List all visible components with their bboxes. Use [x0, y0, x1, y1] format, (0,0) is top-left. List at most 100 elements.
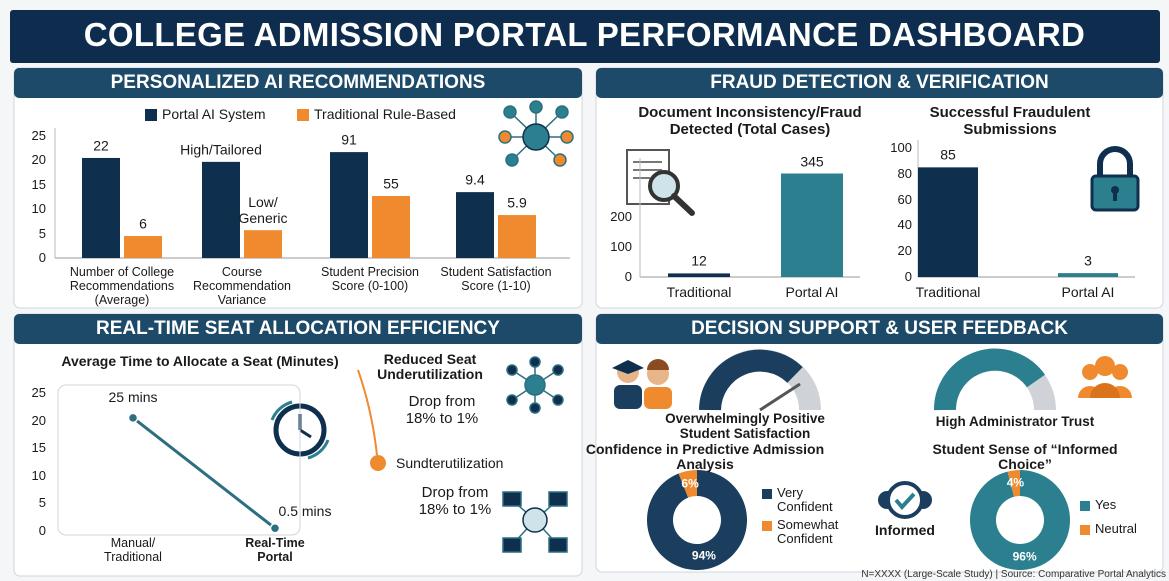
- y-tick-label: 0: [38, 249, 46, 265]
- y-tick-label: 80: [897, 165, 912, 181]
- legend-swatch: [1080, 501, 1090, 511]
- chart-title: Student Sense of “Informed Choice”: [932, 441, 1118, 473]
- bar: [202, 161, 240, 258]
- point-annotation: 0.5 mins: [278, 503, 332, 520]
- icon-label: Informed: [875, 522, 935, 538]
- bar: [456, 192, 494, 258]
- donut-slice: [678, 470, 697, 498]
- y-tick-label: 40: [897, 217, 912, 233]
- y-tick-label: 20: [31, 152, 46, 168]
- gauge-label: High Administrator Trust: [935, 414, 1095, 429]
- x-tick-label: Portal AI: [785, 284, 839, 300]
- value-label: 4%: [1006, 475, 1025, 490]
- x-tick-label: Student Precision Score (0-100): [321, 265, 419, 293]
- panel-title: FRAUD DETECTION & VERIFICATION: [710, 72, 1049, 93]
- network-icon: [502, 356, 568, 553]
- y-tick-label: 0: [904, 268, 912, 284]
- x-tick-label: Traditional: [915, 284, 981, 300]
- callout-note: Drop from 18% to 1%: [418, 484, 492, 518]
- y-tick-label: 20: [31, 412, 46, 428]
- donut-slice: [647, 469, 748, 570]
- y-tick-label: 20: [897, 243, 912, 259]
- bar: [82, 157, 120, 258]
- document-search-icon: [626, 149, 695, 216]
- callout-title: Reduced Seat Underutilization: [377, 351, 483, 383]
- ai-network-icon: [498, 100, 574, 167]
- admins-icon: [1078, 356, 1132, 398]
- point: [269, 522, 281, 534]
- bar: [244, 230, 282, 258]
- x-tick-label: Portal AI: [1061, 284, 1115, 300]
- y-tick-label: 15: [31, 176, 46, 192]
- y-tick-label: 5: [38, 225, 46, 241]
- x-tick-label: Course Recommendation Variance: [193, 265, 291, 307]
- y-tick-label: 10: [31, 467, 46, 483]
- bar-annotation: 5.9: [507, 194, 527, 211]
- y-tick-label: 5: [38, 495, 46, 511]
- x-tick-label: Manual/ Traditional: [104, 536, 162, 564]
- legend-label: Somewhat Confident: [777, 517, 839, 547]
- chart-title: Confidence in Predictive Admission Analy…: [585, 441, 825, 473]
- bar: [668, 273, 730, 277]
- panel-title: REAL-TIME SEAT ALLOCATION EFFICIENCY: [96, 318, 500, 339]
- footer: N=XXXX (Large-Scale Study) | Source: Com…: [861, 569, 1166, 580]
- gauge-student: [699, 349, 821, 412]
- y-tick-label: 0: [624, 268, 632, 284]
- legend-label: Traditional Rule-Based: [314, 106, 456, 122]
- panel-title: PERSONALIZED AI RECOMMENDATIONS: [110, 72, 486, 93]
- y-tick-label: 25: [31, 384, 46, 400]
- value-label: 345: [800, 153, 824, 170]
- donut-slice: [1007, 470, 1020, 497]
- bar-annotation: Low/ Generic: [238, 194, 288, 226]
- legend-label: Neutral: [1095, 521, 1137, 536]
- value-label: 94%: [691, 548, 716, 563]
- lock-icon: [1090, 146, 1140, 212]
- callout-note: Sundterutilization: [396, 455, 504, 471]
- bar-annotation: 55: [383, 175, 399, 192]
- legend-swatch: [145, 109, 157, 121]
- seat-connector: [357, 369, 386, 471]
- dashboard-title: COLLEGE ADMISSION PORTAL PERFORMANCE DAS…: [83, 16, 1086, 53]
- bar: [498, 215, 536, 258]
- bar: [372, 196, 410, 258]
- legend-label: Yes: [1095, 497, 1117, 512]
- informed-icon: [878, 481, 932, 519]
- bar: [124, 236, 162, 258]
- bar: [781, 173, 843, 277]
- title-bar: [10, 10, 1160, 63]
- y-tick-label: 15: [31, 440, 46, 456]
- gauge-admin: [933, 348, 1056, 411]
- point: [127, 412, 139, 424]
- y-tick-label: 10: [31, 201, 46, 217]
- bar-annotation: 6: [139, 215, 147, 232]
- value-label: 96%: [1012, 549, 1037, 564]
- legend-swatch: [762, 489, 772, 499]
- legend-swatch: [1080, 525, 1090, 535]
- bar-annotation: 91: [341, 131, 357, 148]
- bar: [1058, 273, 1118, 277]
- gauge-label: Overwhelmingly Positive Student Satisfac…: [665, 411, 825, 441]
- chart-title: Average Time to Allocate a Seat (Minutes…: [61, 353, 339, 369]
- x-tick-label: Number of College Recommendations (Avera…: [69, 265, 175, 307]
- plot-area: [57, 384, 301, 536]
- bar: [330, 152, 368, 258]
- panel-title: DECISION SUPPORT & USER FEEDBACK: [691, 318, 1068, 339]
- y-tick-label: 200: [610, 208, 632, 224]
- point-annotation: 25 mins: [108, 388, 158, 405]
- x-tick-label: Traditional: [666, 284, 732, 300]
- legend-swatch: [297, 109, 309, 121]
- value-label: 3: [1084, 252, 1092, 269]
- panel-header: [596, 68, 1163, 98]
- y-tick-label: 100: [610, 238, 632, 254]
- bar: [918, 167, 978, 277]
- chart-title: Successful Fraudulent Submissions: [929, 104, 1091, 138]
- legend-label: Very Confident: [777, 485, 833, 515]
- value-label: 12: [691, 253, 707, 269]
- panel-header: [596, 314, 1163, 344]
- chart-title: Document Inconsistency/Fraud Detected (T…: [638, 104, 862, 138]
- legend-swatch: [762, 521, 772, 531]
- y-tick-label: 25: [31, 127, 46, 143]
- legend-label: Portal AI System: [162, 106, 266, 122]
